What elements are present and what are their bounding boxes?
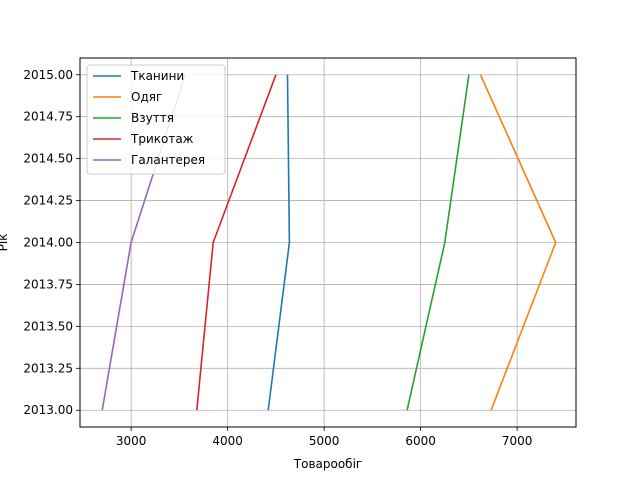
y-tick-label: 2013.25 — [23, 361, 73, 375]
legend: Тканини Одяг Взуття Трикотаж Галантерея — [86, 64, 226, 175]
legend-entry: Одяг — [131, 90, 162, 104]
y-tick-label: 2014.75 — [23, 110, 73, 124]
y-tick-label: 2013.00 — [23, 403, 73, 417]
y-tick-label: 2014.25 — [23, 194, 73, 208]
y-tick-label: 2013.50 — [23, 319, 73, 333]
x-tick-label: 6000 — [405, 434, 436, 448]
y-tick-label: 2014.50 — [23, 152, 73, 166]
series-line — [406, 74, 470, 411]
x-axis: 3000 4000 5000 6000 7000 — [116, 427, 533, 448]
x-axis-label: Товарообіг — [293, 457, 362, 471]
y-axis-label: Рік — [0, 234, 10, 252]
y-tick-label: 2015.00 — [23, 68, 73, 82]
grid — [80, 58, 576, 427]
legend-box — [86, 64, 226, 175]
series-line — [196, 74, 277, 411]
x-tick-label: 4000 — [212, 434, 243, 448]
series-line — [479, 74, 557, 411]
x-tick-label: 7000 — [502, 434, 533, 448]
legend-entry: Трикотаж — [130, 132, 194, 146]
series-line — [267, 74, 291, 411]
x-tick-label: 5000 — [309, 434, 340, 448]
legend-entry: Взуття — [131, 111, 174, 125]
y-tick-label: 2014.00 — [23, 236, 73, 250]
legend-entry: Галантерея — [131, 153, 205, 167]
x-tick-label: 3000 — [116, 434, 147, 448]
y-tick-label: 2013.75 — [23, 277, 73, 291]
legend-entry: Тканини — [130, 69, 184, 83]
y-axis: 2013.00 2013.25 2013.50 2013.75 2014.00 2014.… — [23, 68, 80, 417]
